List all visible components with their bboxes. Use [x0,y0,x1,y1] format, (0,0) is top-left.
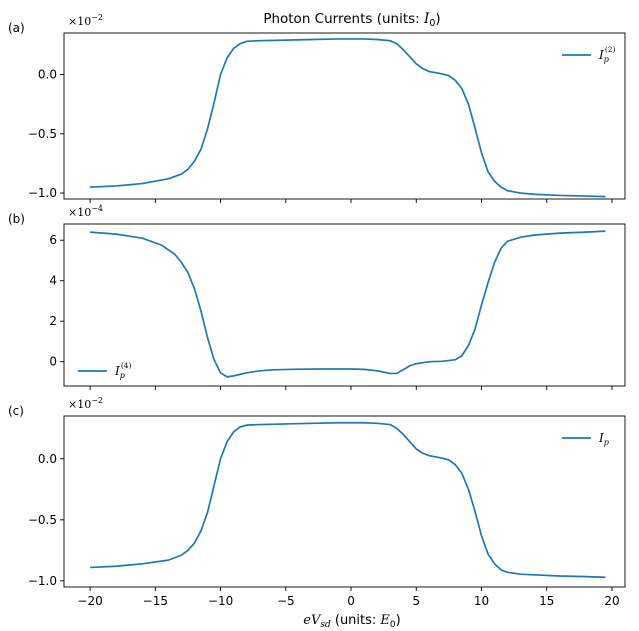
y-tick-label-b: 6 [49,233,57,247]
x-axis-label: eVsd (units: E0) [303,613,400,630]
panel-label-c: (c) [8,404,24,418]
plot-frame-c [63,415,626,588]
y-exponent-power-b: −4 [91,204,103,213]
x-tick-label-c: −20 [77,594,102,608]
legend-label-sub-a: p [604,55,609,64]
legend-label-sup-a: (2) [605,45,616,54]
y-exponent-power-c: −2 [91,396,103,405]
y-tick-label-b: 4 [49,274,57,288]
y-tick-label-b: 2 [49,314,57,328]
y-tick-label-c: 0.0 [38,452,57,466]
y-tick-label-c: −1.0 [28,574,57,588]
figure-title: Photon Currents (units: I0) [263,11,440,29]
y-tick-label-a: −1.0 [28,186,57,200]
x-tick-label-c: −5 [277,594,295,608]
x-tick-label-c: −15 [143,594,168,608]
legend-label-a: Ip(2) [598,45,616,64]
series-line-c [90,421,606,579]
legend-label-sub-b: p [120,371,125,380]
plot-frame-a [63,32,626,200]
y-tick-label-c: −0.5 [28,513,57,527]
x-tick-label-c: −10 [208,594,233,608]
y-exponent-c: ×10−2 [68,396,103,411]
x-tick-label-c: 15 [539,594,554,608]
plot-frame-b [63,223,626,387]
legend-label-sub-c: p [604,438,609,447]
legend-label-c: Ip [598,431,609,447]
y-exponent-a: ×10−2 [68,13,103,28]
series-line-a [90,38,606,198]
panel-a: (a) ×10−2 −1.0 −0.5 0.0 Ip(2) [8,13,626,203]
y-tick-label-b: 0 [49,355,57,369]
y-tick-label-a: −0.5 [28,127,57,141]
y-exponent-power-a: −2 [91,13,103,22]
legend-label-sup-b: (4) [121,361,132,370]
panel-label-a: (a) [8,21,25,35]
y-tick-label-a: 0.0 [38,68,57,82]
x-tick-label-c: 10 [474,594,489,608]
panel-c: (c) ×10−2 −1.0 −0.5 0.0 −20 −15 −10 −5 0 5 10 15 20 Ip [8,396,626,608]
legend-label-b: Ip(4) [114,361,132,380]
panel-b: (b) ×10−4 0 2 4 6 Ip(4) [8,204,626,390]
x-tick-label-c: 20 [604,594,619,608]
series-line-b [90,230,606,378]
x-tick-label-c: 5 [412,594,420,608]
x-tick-label-c: 0 [347,594,355,608]
y-exponent-b: ×10−4 [68,204,103,219]
panel-label-b: (b) [8,212,25,226]
